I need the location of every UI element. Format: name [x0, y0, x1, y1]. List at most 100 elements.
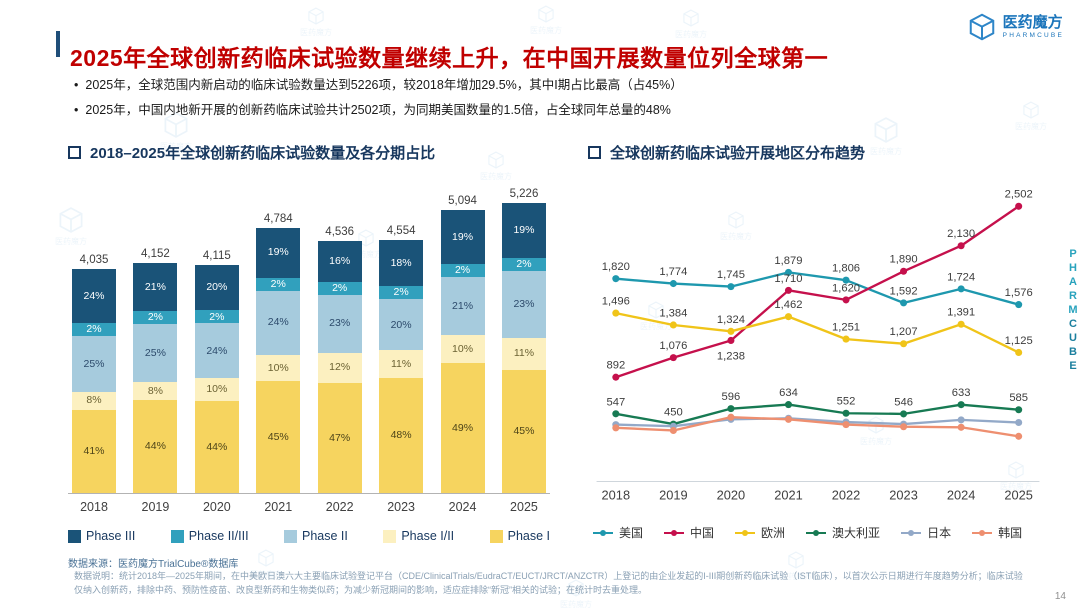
data-point-label: 2,130: [947, 228, 975, 240]
bar-segment-phase-ii-iii: 2%: [256, 277, 301, 291]
data-point: [784, 313, 793, 321]
legend-label: Phase II/III: [188, 529, 249, 543]
bar-segment-phase-iii: 21%: [133, 262, 178, 311]
bar-segment-phase-i-ii: 8%: [72, 391, 116, 410]
data-point: [900, 423, 908, 431]
watermark-label: 医药魔方: [1015, 122, 1047, 131]
bar-segment-phase-ii: 24%: [194, 323, 239, 379]
legend-item: Phase II: [284, 529, 348, 543]
segment-percent-label: 2%: [147, 311, 164, 324]
data-point: [669, 426, 677, 435]
data-point-label: 546: [894, 396, 913, 408]
bar-segment-phase-i: 45%: [501, 369, 546, 493]
legend-line-marker-icon: [901, 529, 922, 536]
data-point: [612, 309, 620, 317]
data-point: [669, 280, 677, 288]
page-number: 14: [1054, 591, 1066, 602]
data-point-label: 1,462: [774, 299, 802, 311]
legend-label: 日本: [927, 526, 952, 541]
data-point: [900, 340, 908, 348]
bar-plot: 4,035 24% 2% 25% 8% 41% 4,152 21% 2% 25% 8% 44% 4,11…: [68, 179, 550, 494]
data-point: [957, 242, 965, 250]
bar-segment-phase-i-ii: 11%: [379, 350, 424, 379]
segment-percent-label: 20%: [390, 318, 412, 331]
data-point: [784, 286, 793, 294]
data-point-label: 634: [779, 387, 798, 399]
data-point-label: 1,879: [774, 255, 802, 267]
bar-segment-phase-i: 45%: [256, 381, 301, 493]
segment-percent-label: 23%: [513, 298, 535, 311]
watermark-label: 医药魔方: [675, 30, 707, 39]
data-note: 数据说明：统计2018年—2025年期间，在中美欧日澳六大主要临床试验登记平台（…: [74, 571, 1023, 596]
bar-stack: 19% 2% 23% 11% 45%: [501, 203, 546, 493]
data-point: [669, 321, 677, 329]
bar-segment-phase-ii-iii: 2%: [440, 263, 485, 277]
axis-label-year: 2025: [1004, 488, 1033, 503]
legend-label: 韩国: [998, 526, 1023, 541]
legend-line-marker-icon: [735, 529, 756, 536]
bar-total-label: 4,536: [325, 226, 355, 239]
line-chart-title: 全球创新药临床试验开展地区分布趋势: [588, 142, 1048, 163]
bar-segment-phase-iii: 19%: [256, 227, 301, 278]
bar-column: 4,115 20% 2% 24% 10% 44%: [194, 249, 239, 493]
bar-segment-phase-iii: 18%: [379, 240, 424, 287]
line-legend: 美国 中国 欧洲 澳大利亚 日本 韩国: [592, 524, 1048, 541]
bar-stack: 16% 2% 23% 12% 47%: [317, 241, 362, 493]
logo-sub: PHARMCUBE: [1002, 31, 1064, 39]
segment-percent-label: 11%: [513, 347, 535, 360]
bullet-item: 2025年，中国内地新开展的创新药临床试验共计2502项，为同期美国数量的1.5…: [74, 101, 683, 119]
data-point: [957, 285, 965, 293]
brand-watermark: 医药魔方: [300, 6, 332, 38]
bar-segment-phase-ii: 25%: [72, 335, 116, 392]
legend-line-marker-icon: [806, 529, 827, 536]
legend-item: Phase I/II: [383, 529, 454, 543]
data-point-label: 1,076: [659, 340, 687, 352]
bar-column: 5,094 19% 2% 21% 10% 49%: [440, 195, 485, 493]
segment-percent-label: 47%: [329, 431, 351, 444]
data-point: [1015, 301, 1023, 309]
side-brand-text: PHARMCUBE: [1067, 248, 1079, 374]
data-point-label: 1,806: [832, 263, 860, 275]
bar-segment-phase-i-ii: 11%: [501, 337, 546, 370]
bar-stack: 24% 2% 25% 8% 41%: [72, 269, 116, 493]
bar-segment-phase-i: 41%: [72, 409, 116, 493]
data-point: [727, 327, 735, 335]
legend-label: 欧洲: [761, 526, 786, 541]
axis-label-year: 2019: [659, 488, 688, 503]
data-point: [842, 335, 850, 343]
bar-segment-phase-iii: 16%: [317, 241, 362, 282]
segment-percent-label: 10%: [206, 383, 228, 396]
side-text-cube: CUBE: [1067, 318, 1079, 374]
data-point-label: 1,251: [832, 322, 860, 334]
data-point: [900, 299, 908, 307]
legend-item: Phase III: [68, 529, 135, 543]
axis-label-year: 2020: [717, 488, 746, 503]
bar-segment-phase-ii: 23%: [317, 294, 362, 353]
segment-percent-label: 45%: [267, 430, 289, 443]
data-point: [957, 401, 965, 409]
data-point-label: 1,710: [774, 273, 802, 285]
bullet-item: 2025年，全球范围内新启动的临床试验数量达到5226项，较2018年增加29.…: [74, 76, 682, 94]
data-point-label: 1,890: [890, 254, 918, 266]
bar-stack: 21% 2% 25% 8% 44%: [133, 262, 178, 493]
segment-percent-label: 44%: [144, 440, 166, 453]
axis-label-year: 2021: [264, 500, 293, 514]
segment-percent-label: 2%: [86, 323, 102, 336]
bar-column: 5,226 19% 2% 23% 11% 45%: [501, 188, 546, 493]
line-chart-panel: 全球创新药临床试验开展地区分布趋势 2018 2019 2020 2021 2022 20…: [588, 142, 1048, 570]
axis-label-year: 2022: [832, 488, 861, 503]
bar-segment-phase-i: 48%: [379, 378, 424, 493]
bar-segment-phase-ii-iii: 2%: [501, 258, 546, 272]
legend-item: Phase II/III: [170, 529, 249, 543]
bar-total-label: 4,115: [202, 249, 231, 262]
data-point-label: 585: [1009, 392, 1028, 404]
data-point: [900, 410, 908, 418]
segment-percent-label: 8%: [86, 394, 102, 407]
legend-label: Phase III: [86, 529, 136, 543]
segment-percent-label: 2%: [393, 286, 409, 299]
bar-segment-phase-iii: 19%: [440, 210, 485, 264]
bar-chart-panel: 2018–2025年全球创新药临床试验数量及各分期占比 4,035 24% 2% 25…: [68, 142, 550, 570]
segment-percent-label: 16%: [329, 255, 351, 268]
axis-label-year: 2025: [510, 500, 538, 514]
